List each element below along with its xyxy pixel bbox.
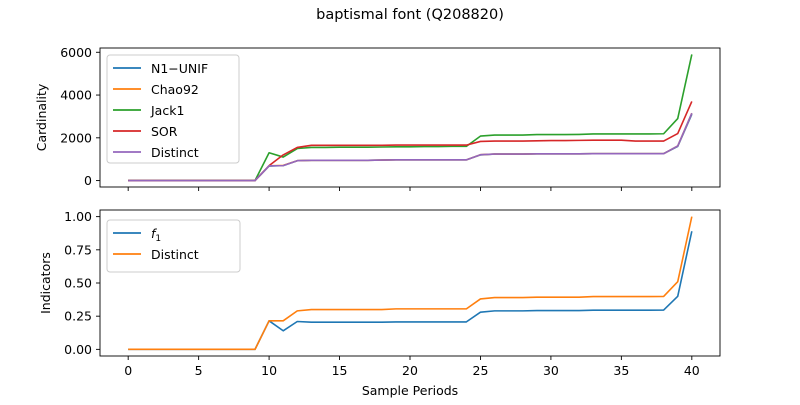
x-tick-label-7: 30 xyxy=(543,363,559,378)
y-axis-label-2: Indicators xyxy=(38,252,53,314)
y-tick-label-1-2: 2000 xyxy=(60,130,92,145)
x-tick-label-8: 35 xyxy=(613,363,629,378)
figure-title: baptismal font (Q208820) xyxy=(316,7,504,23)
legend-1: N1−UNIF Chao92 Jack1 SOR Distinct xyxy=(106,54,240,164)
y-tick-label-1-1: 0 xyxy=(84,173,92,188)
y-tick-label-2-5: 1.00 xyxy=(64,209,92,224)
x-axis-label: Sample Periods xyxy=(362,383,458,398)
legend-label-1-1: N1−UNIF xyxy=(151,61,208,76)
x-tick-label-3: 10 xyxy=(261,363,277,378)
y-tick-label-2-4: 0.75 xyxy=(64,242,92,257)
series-line-2-2 xyxy=(128,216,693,351)
x-tick-label-1: 0 xyxy=(124,363,132,378)
y-tick-label-1-3: 4000 xyxy=(60,88,92,103)
legend-label-1-4: SOR xyxy=(151,124,178,139)
x-tick-label-5: 20 xyxy=(402,363,418,378)
legend-label-1-2: Chao92 xyxy=(151,82,199,97)
legend-box-1 xyxy=(106,54,240,164)
legend-box-2 xyxy=(106,219,241,273)
x-tick-label-4: 15 xyxy=(332,363,348,378)
chart-panel-2: 0 5 10 15 20 25 30 35 40 0.00 0.25 0.50 0.75 1.00 Indi… xyxy=(38,209,721,398)
legend-label-1-3: Jack1 xyxy=(150,103,184,118)
y-tick-label-1-4: 6000 xyxy=(60,45,92,60)
legend-label-1-5: Distinct xyxy=(151,145,199,160)
x-tick-label-2: 5 xyxy=(195,363,203,378)
x-tick-label-6: 25 xyxy=(473,363,489,378)
legend-label-2-2: Distinct xyxy=(151,247,199,262)
y-axis-label-1: Cardinality xyxy=(34,83,49,151)
chart-panel-1: 0 2000 4000 6000 Cardinality N1−UNIF Chao92 Jac… xyxy=(34,45,721,191)
x-tick-label-9: 40 xyxy=(684,363,700,378)
series-line-1-5 xyxy=(128,112,693,182)
y-tick-label-2-3: 0.50 xyxy=(64,276,92,291)
legend-2: f1 Distinct xyxy=(106,219,241,273)
legend-label-2-1: f1 xyxy=(151,226,161,244)
y-tick-label-2-1: 0.00 xyxy=(64,342,92,357)
y-tick-label-2-2: 0.25 xyxy=(64,309,92,324)
